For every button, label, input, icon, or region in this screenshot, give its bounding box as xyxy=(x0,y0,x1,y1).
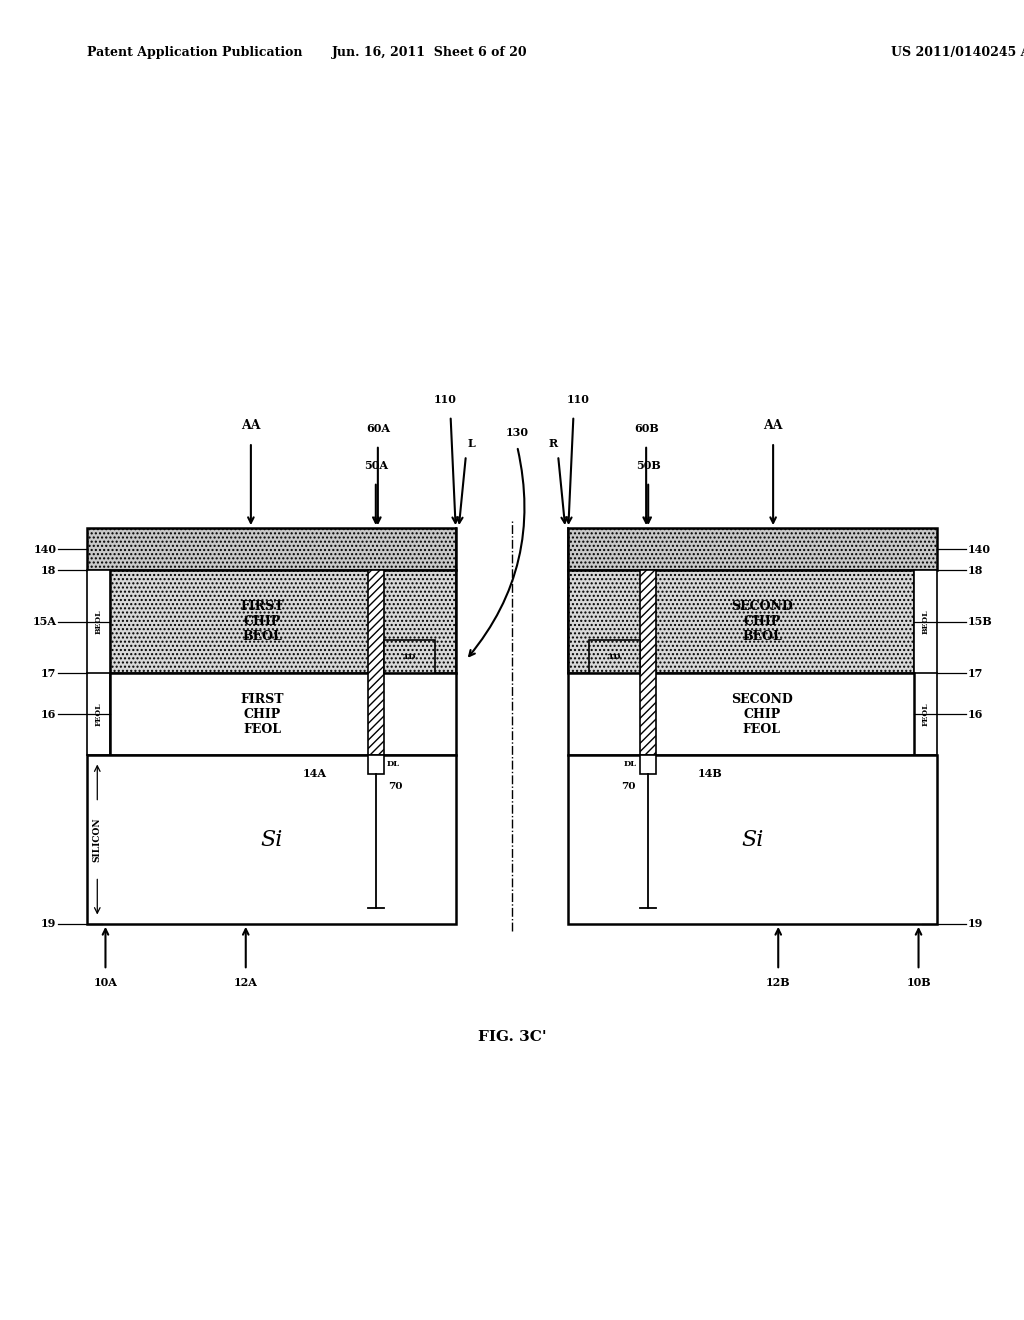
Text: AA: AA xyxy=(241,418,261,432)
Text: SILICON: SILICON xyxy=(93,817,101,862)
Bar xyxy=(368,755,384,774)
Text: 12A: 12A xyxy=(233,977,258,987)
Text: 14A: 14A xyxy=(302,768,327,779)
Text: 110: 110 xyxy=(567,395,590,405)
Text: SECOND
CHIP
BEOL: SECOND CHIP BEOL xyxy=(731,601,793,643)
Bar xyxy=(384,640,435,673)
Text: 130: 130 xyxy=(506,428,528,438)
Text: FEOL: FEOL xyxy=(922,702,930,726)
Bar xyxy=(368,570,384,755)
Bar xyxy=(110,570,456,673)
Text: 10A: 10A xyxy=(93,977,118,987)
Text: 19: 19 xyxy=(968,919,983,929)
Text: 70: 70 xyxy=(622,783,636,791)
Text: FIG. 3C': FIG. 3C' xyxy=(477,1030,547,1044)
Text: Patent Application Publication: Patent Application Publication xyxy=(87,46,302,59)
Text: FIRST
CHIP
BEOL: FIRST CHIP BEOL xyxy=(241,601,284,643)
Text: US 2011/0140245 A1: US 2011/0140245 A1 xyxy=(891,46,1024,59)
Text: FIRST
CHIP
FEOL: FIRST CHIP FEOL xyxy=(241,693,284,735)
Bar xyxy=(589,640,640,673)
Bar xyxy=(568,673,914,755)
Text: SECOND
CHIP
FEOL: SECOND CHIP FEOL xyxy=(731,693,793,735)
Text: 19: 19 xyxy=(41,919,56,929)
Text: Si: Si xyxy=(741,829,764,850)
Text: 18: 18 xyxy=(41,565,56,576)
Bar xyxy=(568,570,914,673)
Text: 14B: 14B xyxy=(697,768,722,779)
Text: DL: DL xyxy=(624,760,637,768)
Text: 110: 110 xyxy=(434,395,457,405)
Text: 60A: 60A xyxy=(366,424,390,434)
Text: R: R xyxy=(549,438,557,449)
Bar xyxy=(87,570,110,755)
Text: 15A: 15A xyxy=(33,616,56,627)
Text: BEOL: BEOL xyxy=(94,610,102,634)
Text: BEOL: BEOL xyxy=(922,610,930,634)
Text: 50A: 50A xyxy=(364,461,388,471)
Text: 16: 16 xyxy=(968,709,983,719)
Text: 60B: 60B xyxy=(634,424,658,434)
Text: Jun. 16, 2011  Sheet 6 of 20: Jun. 16, 2011 Sheet 6 of 20 xyxy=(332,46,528,59)
Bar xyxy=(87,528,456,570)
Text: L: L xyxy=(467,438,475,449)
Text: 140: 140 xyxy=(968,544,990,554)
Bar xyxy=(110,673,456,755)
Text: 17: 17 xyxy=(968,668,983,678)
Text: 15B: 15B xyxy=(968,616,992,627)
Text: DL: DL xyxy=(387,760,400,768)
Text: 16: 16 xyxy=(41,709,56,719)
Bar xyxy=(87,755,456,924)
Text: TD: TD xyxy=(402,652,417,661)
Text: 12B: 12B xyxy=(766,977,791,987)
Bar xyxy=(914,570,937,755)
Bar xyxy=(568,755,937,924)
Text: 17: 17 xyxy=(41,668,56,678)
Text: 50B: 50B xyxy=(636,461,660,471)
Text: Si: Si xyxy=(260,829,283,850)
Text: TD: TD xyxy=(607,652,622,661)
Text: 70: 70 xyxy=(388,783,402,791)
Text: FEOL: FEOL xyxy=(94,702,102,726)
Bar xyxy=(640,570,656,755)
Bar xyxy=(568,528,937,570)
Bar xyxy=(640,755,656,774)
Text: 18: 18 xyxy=(968,565,983,576)
Text: AA: AA xyxy=(763,418,783,432)
Text: 10B: 10B xyxy=(906,977,931,987)
Text: 140: 140 xyxy=(34,544,56,554)
